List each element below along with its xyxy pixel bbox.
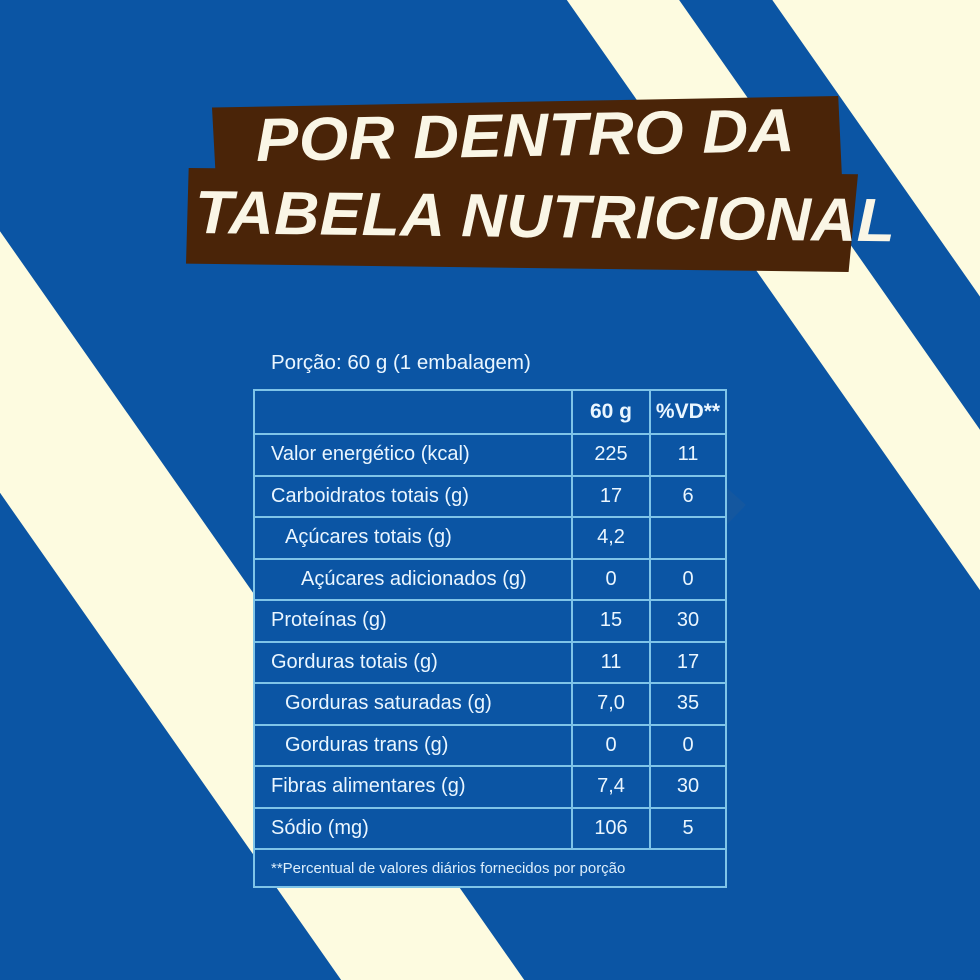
header-cell-amount: 60 g [571,391,649,433]
row-nutrient-name: Gorduras saturadas (g) [285,692,492,715]
row-nutrient-name: Carboidratos totais (g) [271,484,469,507]
row-dv-value: 5 [649,808,725,848]
table-row: Proteínas (g) 15 30 [255,601,725,643]
row-amount-value: 0 [571,559,649,599]
table-row: Açúcares adicionados (g) 0 0 [255,559,725,601]
row-dv-value: 30 [649,767,725,807]
table-row: Gorduras totais (g) 11 17 [255,642,725,684]
table-header-row: 60 g %VD** [255,391,725,435]
row-amount-value: 7,0 [571,684,649,724]
row-amount-value: 7,4 [571,767,649,807]
row-nutrient-name: Sódio (mg) [271,816,369,839]
row-dv-value: 0 [649,725,725,765]
portion-label: Porção: 60 g (1 embalagem) [253,318,727,384]
table-row: Fibras alimentares (g) 7,4 30 [255,767,725,809]
row-dv-value [649,518,725,558]
table-row: Valor energético (kcal) 225 11 [255,435,725,477]
row-dv-value: 11 [649,435,725,475]
table-row: Carboidratos totais (g) 17 6 [255,476,725,518]
row-amount-value: 11 [571,642,649,682]
table-footnote: **Percentual de valores diários fornecid… [253,850,727,888]
table-row: Gorduras trans (g) 0 0 [255,725,725,767]
row-dv-value: 30 [649,601,725,641]
row-nutrient-name: Valor energético (kcal) [271,443,470,466]
row-amount-value: 106 [571,808,649,848]
row-dv-value: 6 [649,476,725,516]
table-row: Açúcares totais (g) 4,2 [255,518,725,560]
header-cell-name [255,391,571,433]
nutrition-facts-table: Porção: 60 g (1 embalagem) 60 g %VD** Va… [253,318,727,888]
row-dv-value: 35 [649,684,725,724]
banner-title-line-1: POR DENTRO DA [255,96,796,174]
table-body: Valor energético (kcal) 225 11 Carboidratos… [255,435,725,850]
row-amount-value: 15 [571,601,649,641]
row-dv-value: 0 [649,559,725,599]
row-nutrient-name: Gorduras trans (g) [285,733,449,756]
row-nutrient-name: Açúcares adicionados (g) [301,567,527,590]
row-nutrient-name: Proteínas (g) [271,609,387,632]
row-nutrient-name: Gorduras totais (g) [271,650,438,673]
nutrition-grid: 60 g %VD** Valor energético (kcal) 225 11 C… [253,389,727,850]
row-amount-value: 17 [571,476,649,516]
row-nutrient-name: Fibras alimentares (g) [271,775,466,798]
table-row: Sódio (mg) 106 5 [255,808,725,850]
banner-title-line-2: TABELA NUTRICIONAL [194,178,896,255]
row-dv-value: 17 [649,642,725,682]
row-amount-value: 4,2 [571,518,649,558]
header-cell-dv: %VD** [649,391,725,433]
row-amount-value: 0 [571,725,649,765]
row-nutrient-name: Açúcares totais (g) [285,526,452,549]
row-amount-value: 225 [571,435,649,475]
table-row: Gorduras saturadas (g) 7,0 35 [255,684,725,726]
